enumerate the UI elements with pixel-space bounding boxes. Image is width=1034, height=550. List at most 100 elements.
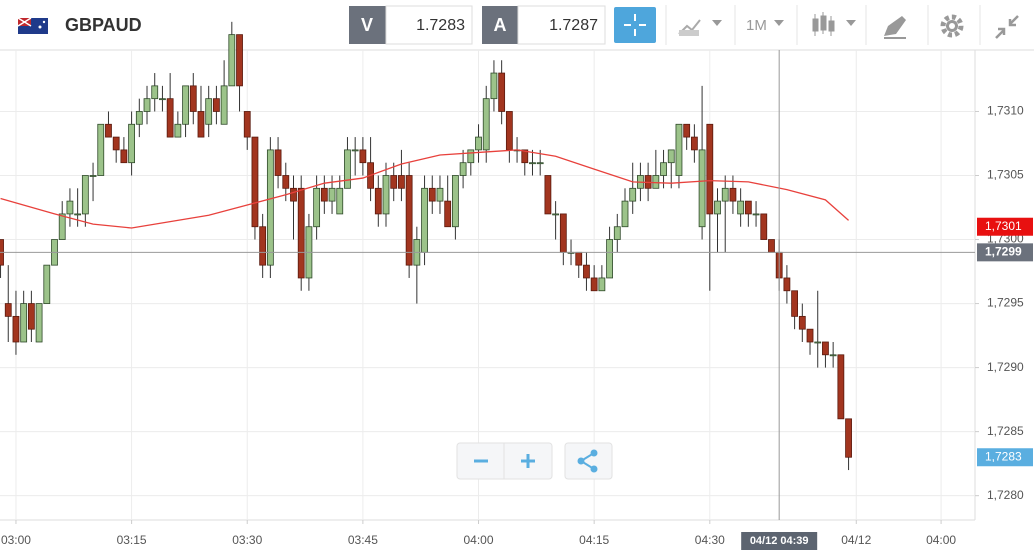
ask-box[interactable] [517,5,606,45]
candle-body [451,175,459,228]
crosshair-y-label: 1,7299 [985,245,1022,259]
candle-body [829,354,837,357]
timeframe-button[interactable]: 1M [746,17,784,34]
candle-body [444,200,452,228]
price-marker [977,217,1033,236]
candle-body [243,111,251,138]
candle-body [313,187,321,228]
candle-body [274,149,282,176]
candle-body [629,187,637,202]
x-tick-label: 03:15 [117,533,147,547]
candle-body [675,123,683,176]
candle-body [213,98,220,112]
candle-body [282,175,290,189]
candle-body [521,149,529,164]
plot: 1,72801,72851,72901,72951,73001,73051,73… [0,21,1033,550]
crosshair-button[interactable] [614,7,656,43]
x-tick-label: 04:15 [579,533,609,547]
candle-body [89,175,97,177]
candle-body [174,123,182,138]
candle-body [814,341,822,344]
zoom-in-button[interactable] [521,454,535,468]
candle-body [120,149,128,164]
x-tick-label: 03:30 [232,533,262,547]
candle-body [27,303,35,330]
bid-box[interactable] [385,5,473,45]
candle-style-button[interactable] [812,12,856,36]
candle-body [135,111,143,125]
candle-body [35,303,43,343]
x-tick-label: 03:00 [1,533,31,547]
candle-body [43,264,51,304]
candle-body [336,187,344,215]
candle-body [328,187,336,202]
flag [17,17,48,34]
candle-body [806,328,814,343]
y-tick-label: 1,7285 [987,424,1024,438]
y-tick-label: 1,7305 [987,168,1024,182]
candle-body [559,213,567,253]
candle-body [714,200,721,215]
candle-body [482,98,490,151]
candle-body [359,149,367,164]
candle-body [791,290,799,317]
timeframe: 1M [746,17,767,34]
candle-body [128,123,135,164]
candle-body [621,200,629,228]
y-tick-label: 1,7290 [987,360,1024,374]
symbol: GBPAUD [65,15,142,35]
candle-body [428,187,436,202]
candle-body [105,123,112,138]
candle-body [752,213,760,216]
candle-body [421,187,428,253]
candle-body [721,187,729,202]
collapse-button[interactable] [995,15,1019,39]
draw-button[interactable] [884,16,906,39]
candle-body [405,175,413,266]
candle-body [58,213,66,240]
crosshair-x-badge [741,532,818,550]
share-button[interactable] [564,442,613,480]
candle-body [266,149,274,266]
bid-price: 1.7283 [416,17,465,34]
candle-body [97,123,105,176]
chart-type-button[interactable] [678,19,722,36]
candle-body [845,418,852,458]
candle-body [698,149,706,228]
candle-body [374,187,382,215]
candle-body [575,251,583,266]
candle-body [544,175,552,215]
candle-body [498,72,506,112]
crosshair-y-badge [977,243,1033,262]
candle-body [220,85,228,125]
price-marker-label: 1,7283 [985,449,1022,463]
settings-button[interactable] [940,14,964,38]
y-tick-label: 1,7280 [987,488,1024,502]
candle-body [505,111,513,151]
candle-body [112,136,120,151]
ask-label: A [494,15,507,35]
candle-body [320,187,328,202]
candle-body [74,213,82,216]
candle-body [822,341,829,356]
candle-body [81,175,89,215]
candle-body [536,162,544,165]
price-marker [977,448,1033,467]
candle-body [205,98,213,125]
candle-body [251,136,259,228]
candle-body [344,149,351,189]
candle-body [768,239,775,253]
candle-body [259,226,267,266]
candle-body [20,303,28,343]
candle-body [837,354,845,420]
candle-body [737,200,745,215]
candle-body [652,175,660,189]
candle-body [436,187,444,202]
candle-body [467,149,475,164]
candle-body [583,264,590,279]
candle-body [159,98,166,101]
bid-badge [349,6,386,44]
candle-body [683,123,691,138]
x-tick-label: 04/12 [841,533,871,547]
